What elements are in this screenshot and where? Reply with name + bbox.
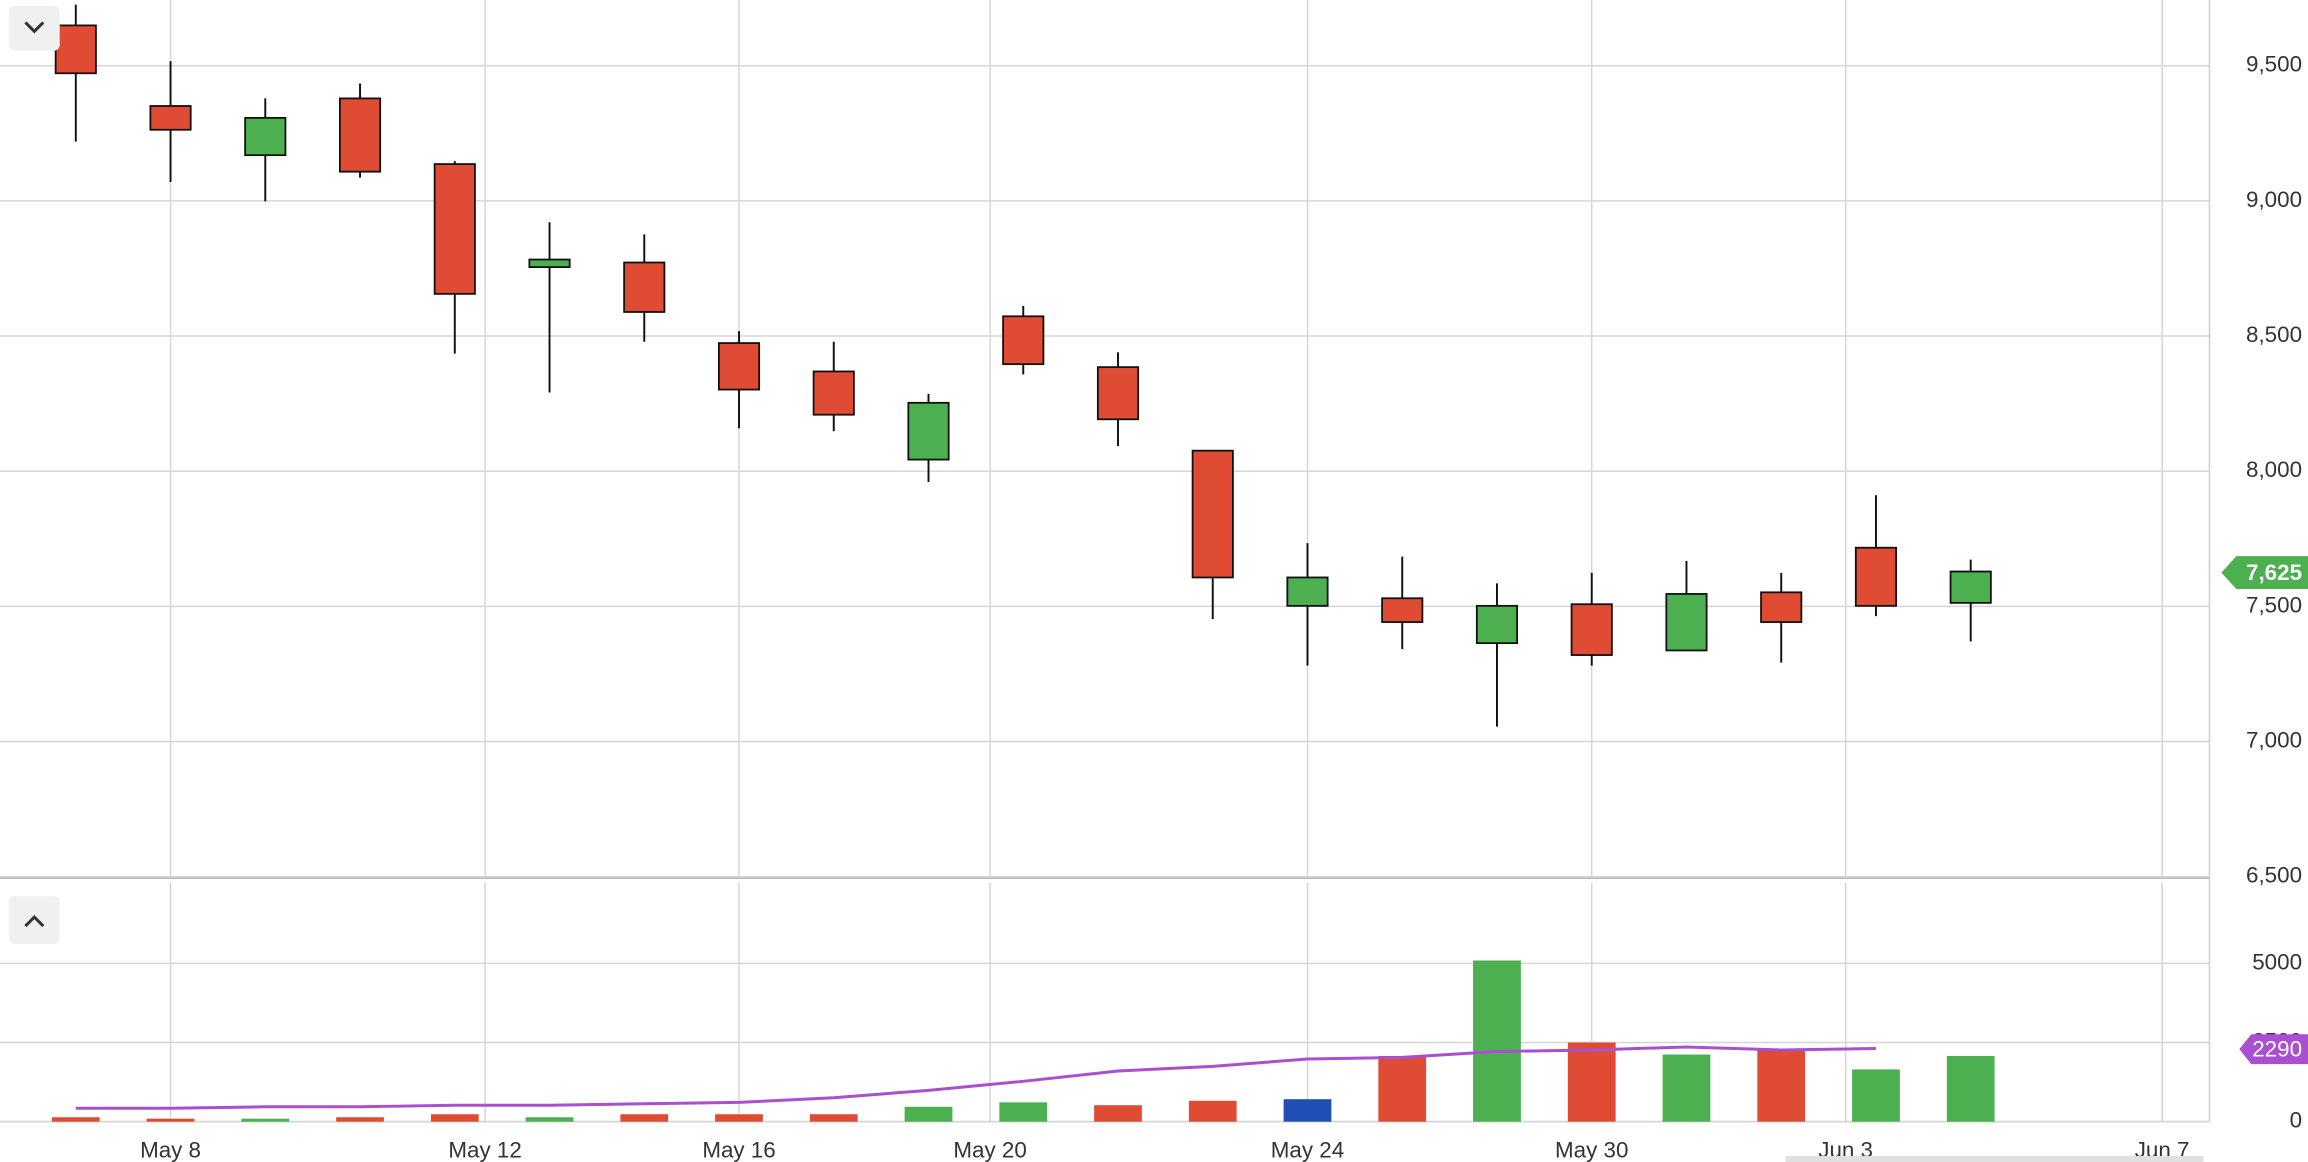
last-price-badge: 7,625	[2221, 556, 2308, 590]
volume-bar	[904, 1106, 953, 1122]
y-tick-label: 9,500	[2246, 52, 2302, 77]
volume-bar	[1757, 1049, 1806, 1122]
x-tick-label: May 20	[953, 1137, 1026, 1162]
volume-bar	[620, 1114, 669, 1122]
volume-bar	[51, 1117, 100, 1122]
volume-bar	[1283, 1099, 1332, 1122]
x-tick-label: May 30	[1555, 1137, 1628, 1162]
badge-shape	[2239, 1034, 2308, 1065]
candle-body	[812, 370, 855, 416]
y-tick-label: 6,500	[2246, 863, 2302, 888]
y-tick-label: 9,000	[2246, 187, 2302, 212]
volume-bar	[1378, 1055, 1427, 1122]
volume-bar	[336, 1117, 384, 1122]
x-tick-label: May 24	[1271, 1137, 1344, 1162]
ma-badge: 2290	[2239, 1034, 2308, 1065]
button-bg[interactable]	[8, 5, 60, 51]
expand-button[interactable]	[8, 896, 60, 944]
y-tick-label: 7,500	[2246, 592, 2302, 617]
volume-bar	[999, 1102, 1048, 1122]
y-tick-label: 8,500	[2246, 322, 2302, 347]
volume-bar	[525, 1117, 574, 1122]
grid-layer	[0, 0, 2210, 1123]
ma-label: 2290	[2252, 1037, 2302, 1062]
badge-shape	[2221, 556, 2308, 590]
volume-bar	[430, 1114, 479, 1122]
x-tick-label: May 16	[702, 1137, 775, 1162]
candle-body	[717, 342, 761, 391]
candle-body	[528, 258, 571, 268]
x-tick-label: May 12	[448, 1137, 521, 1162]
candle-body	[1286, 576, 1329, 607]
y-tick-label: 7,000	[2246, 727, 2302, 752]
moving-average-line	[75, 1045, 1876, 1110]
labels-layer: May 8 May 12 May 16 May 20 May 24 May 30 Jun 3…	[140, 52, 2308, 1162]
candle-body	[1002, 315, 1045, 366]
volume-bar	[1662, 1054, 1711, 1122]
candle-body	[1665, 593, 1708, 652]
candle-body	[338, 97, 382, 173]
button-bg[interactable]	[8, 896, 60, 944]
candle-body	[244, 116, 287, 157]
candle-body	[1949, 570, 1992, 604]
volume-bar	[1188, 1100, 1237, 1122]
x-tick-label: May 8	[140, 1137, 201, 1162]
volume-bar	[1473, 960, 1521, 1122]
scrollbar[interactable]	[1785, 1156, 2204, 1162]
y-tick-label: 5000	[2252, 949, 2302, 974]
candle-body	[623, 261, 666, 313]
volume-bar	[715, 1114, 763, 1122]
collapse-button[interactable]	[8, 5, 60, 51]
y-tick-label: 0	[2290, 1108, 2302, 1133]
last-price-label: 7,625	[2246, 560, 2302, 585]
volume-bar	[146, 1118, 195, 1122]
candle-body	[1096, 366, 1140, 421]
volume-bar	[241, 1118, 290, 1122]
candle-body	[149, 105, 192, 131]
candle-body	[1760, 591, 1803, 623]
candle-body	[1570, 603, 1613, 656]
candle-body	[907, 401, 950, 461]
y-tick-label: 8,000	[2246, 457, 2302, 482]
chevron-up[interactable]	[24, 914, 45, 928]
candle-body	[1854, 546, 1898, 607]
candle-body	[1475, 604, 1519, 645]
volume-bar	[1946, 1055, 1995, 1122]
candle-body	[1381, 597, 1424, 623]
volume-bar	[1852, 1069, 1900, 1122]
volume-bar	[809, 1114, 858, 1122]
chevron-down[interactable]	[24, 21, 45, 34]
candle-body	[1191, 449, 1234, 579]
marks-layer	[51, 4, 1995, 1122]
volume-bar	[1094, 1105, 1142, 1122]
candle-body	[433, 163, 476, 295]
volume-bar	[1567, 1042, 1616, 1122]
candle-body	[54, 24, 97, 75]
